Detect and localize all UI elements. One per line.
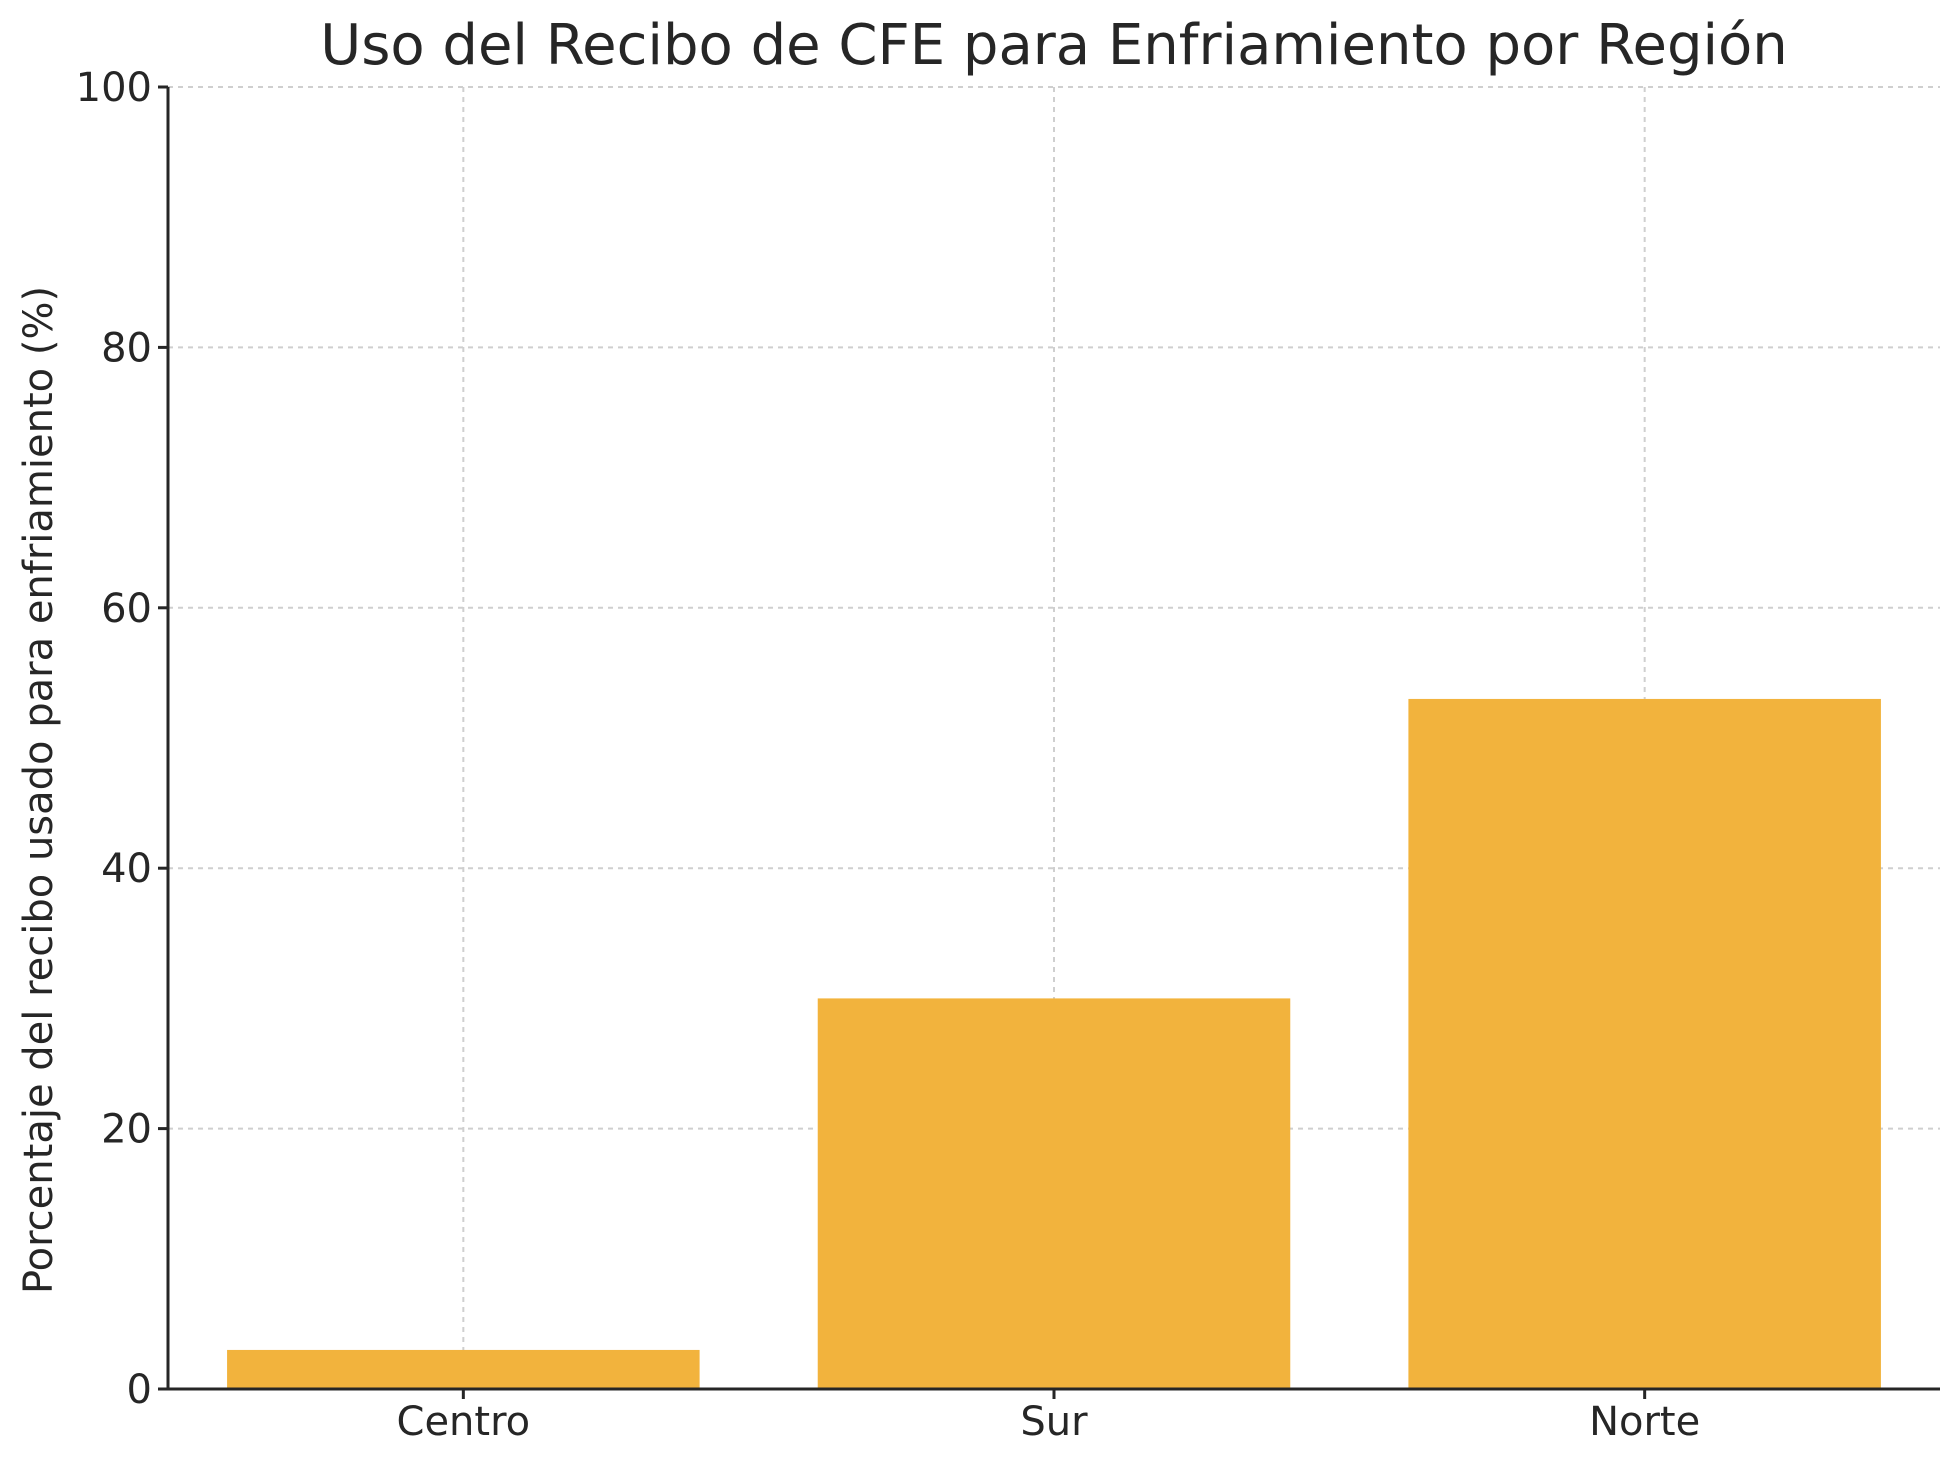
bar-norte	[1408, 698, 1881, 1389]
chart-title: Uso del Recibo de CFE para Enfriamiento …	[320, 13, 1788, 78]
y-axis-label: Porcentaje del recibo usado para enfriam…	[16, 286, 62, 1294]
x-tick-label-centro: Centro	[397, 1399, 531, 1445]
y-tick-label: 100	[76, 65, 152, 111]
x-tick-label-sur: Sur	[1020, 1399, 1088, 1445]
x-tick-label-norte: Norte	[1589, 1399, 1700, 1445]
bar-sur	[817, 998, 1291, 1389]
bar-centro	[227, 1349, 700, 1389]
y-tick-label: 80	[101, 325, 152, 371]
y-tick-label: 40	[101, 846, 152, 892]
ticks-layer: 0 20 40 60 80 100 Centro Sur Norte	[76, 65, 1701, 1445]
y-tick-label: 20	[101, 1107, 152, 1153]
bars-layer	[227, 698, 1881, 1389]
y-tick-label: 60	[101, 586, 152, 632]
y-tick-label: 0	[127, 1367, 152, 1413]
